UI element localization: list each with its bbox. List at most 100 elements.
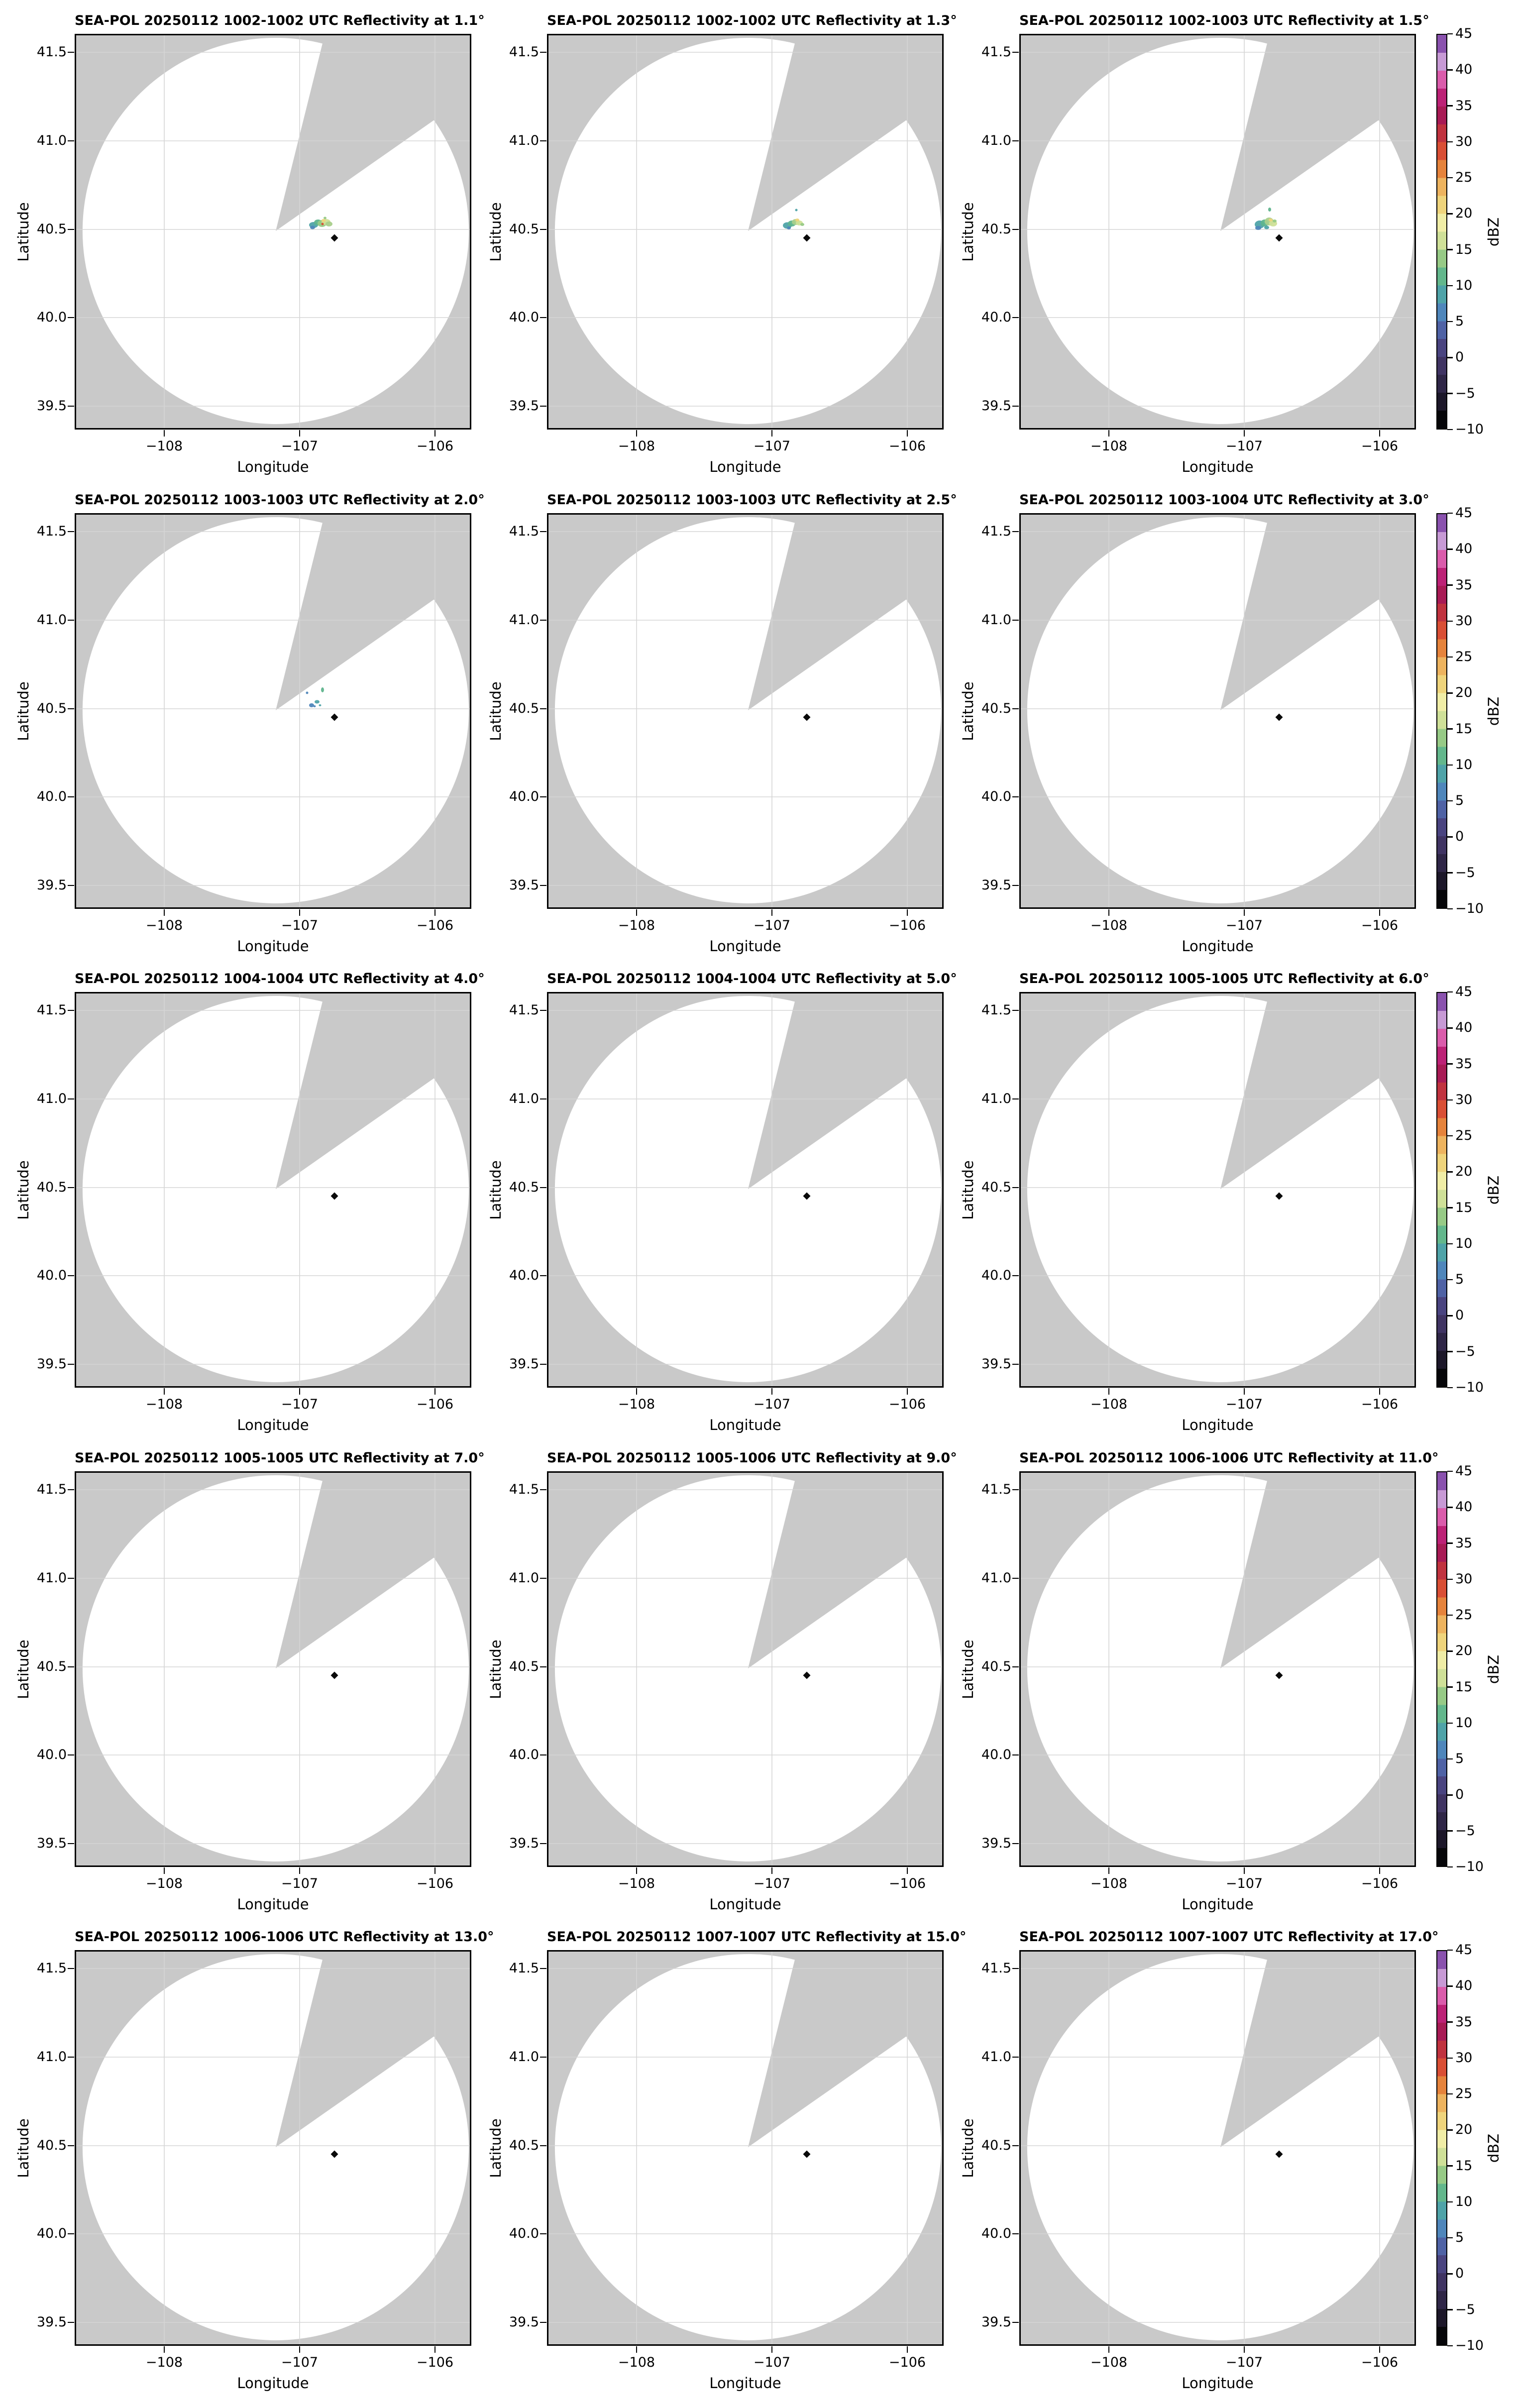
- reflectivity-echo: [321, 687, 324, 692]
- colorbar-tick: [1447, 2057, 1453, 2059]
- x-axis-tick: [1379, 909, 1381, 916]
- y-axis-tick: [540, 1666, 546, 1668]
- colorbar-tick-label: 20: [1455, 685, 1473, 701]
- y-axis-tick-label: 40.5: [981, 2138, 1011, 2153]
- site-marker-icon: [1275, 1192, 1283, 1200]
- y-axis-tick-label: 39.5: [509, 1356, 539, 1372]
- y-axis-tick-label: 39.5: [981, 2314, 1011, 2330]
- plot-border: [75, 992, 471, 1388]
- colorbar-tick: [1447, 1686, 1453, 1688]
- y-axis-tick-label: 40.0: [509, 310, 539, 325]
- x-axis-tick-label: −108: [1090, 918, 1128, 933]
- reflectivity-echo: [309, 703, 314, 707]
- colorbar-tick: [1447, 548, 1453, 550]
- x-axis-tick-label: −108: [618, 1876, 655, 1891]
- y-axis-tick: [1012, 1098, 1019, 1100]
- radar-ppi-plot: [75, 992, 471, 1388]
- x-axis-tick-label: −107: [1225, 918, 1263, 933]
- y-axis-tick: [68, 2321, 74, 2323]
- colorbar-tick: [1447, 1758, 1453, 1760]
- y-axis-tick: [1012, 2145, 1019, 2147]
- y-axis-tick-label: 41.5: [509, 1482, 539, 1497]
- colorbar-tick: [1447, 1243, 1453, 1245]
- panel-title: SEA-POL 20250112 1006-1006 UTC Reflectiv…: [75, 1929, 494, 1945]
- y-axis-tick: [540, 1968, 546, 1970]
- site-marker-icon: [803, 234, 811, 242]
- y-axis-tick: [68, 405, 74, 407]
- x-axis-tick-label: −108: [145, 1397, 183, 1412]
- colorbar-tick-label: 45: [1455, 1463, 1473, 1479]
- colorbar-tick-label: 15: [1455, 241, 1473, 257]
- colorbar-tick: [1447, 249, 1453, 250]
- colorbar-tick: [1447, 285, 1453, 287]
- radar-coverage-area: [554, 1475, 941, 1861]
- y-axis-tick: [68, 1489, 74, 1491]
- x-axis-label: Longitude: [1182, 1417, 1254, 1433]
- y-axis-label: Latitude: [487, 202, 504, 262]
- colorbar-tick: [1447, 2309, 1453, 2310]
- radar-coverage-area: [1027, 517, 1413, 903]
- reflectivity-echo: [325, 221, 332, 226]
- x-axis-tick-label: −107: [281, 918, 319, 933]
- y-axis-tick-label: 40.0: [36, 2226, 67, 2241]
- y-axis-tick-label: 39.5: [981, 1356, 1011, 1372]
- y-axis-tick: [68, 1666, 74, 1668]
- colorbar-label: dBZ: [1485, 696, 1502, 726]
- y-axis-tick: [68, 796, 74, 798]
- reflectivity-echo: [795, 219, 799, 221]
- x-axis-tick: [434, 430, 436, 437]
- colorbar-tick-label: 20: [1455, 2122, 1473, 2138]
- panel-title: SEA-POL 20250112 1006-1006 UTC Reflectiv…: [1019, 1450, 1439, 1466]
- y-axis-tick: [1012, 796, 1019, 798]
- y-axis-tick: [68, 2056, 74, 2058]
- colorbar-tick: [1447, 1830, 1453, 1832]
- colorbar-tick: [1447, 1949, 1453, 1951]
- x-axis-tick: [636, 909, 638, 916]
- colorbar-tick: [1447, 213, 1453, 215]
- y-axis-tick: [68, 619, 74, 621]
- radar-coverage-area: [554, 517, 941, 903]
- y-axis-tick-label: 41.0: [36, 133, 67, 148]
- y-axis-tick-label: 40.0: [509, 1268, 539, 1283]
- reflectivity-echo: [795, 209, 798, 212]
- x-axis-label: Longitude: [1182, 938, 1254, 955]
- colorbar: [1436, 1471, 1447, 1867]
- radar-ppi-plot: [547, 1950, 944, 2346]
- y-axis-tick: [1012, 1577, 1019, 1579]
- x-axis-label: Longitude: [709, 1417, 781, 1433]
- x-axis-tick-label: −107: [281, 438, 319, 454]
- x-axis-label: Longitude: [1182, 2375, 1254, 2392]
- x-axis-tick: [163, 1867, 165, 1874]
- x-axis-tick: [299, 2346, 301, 2353]
- y-axis-label: Latitude: [15, 2118, 32, 2178]
- y-axis-label: Latitude: [15, 202, 32, 262]
- colorbar-tick: [1447, 656, 1453, 658]
- colorbar-tick-label: 5: [1455, 314, 1464, 329]
- colorbar-tick-label: 40: [1455, 62, 1473, 78]
- y-axis-tick-label: 40.5: [36, 701, 67, 716]
- colorbar: [1436, 992, 1447, 1388]
- y-axis-tick: [540, 1363, 546, 1365]
- y-axis-label: Latitude: [487, 1639, 504, 1699]
- x-axis-tick: [771, 430, 773, 437]
- y-axis-tick-label: 41.0: [509, 1570, 539, 1586]
- colorbar-tick-label: 25: [1455, 2086, 1473, 2102]
- y-axis-tick: [1012, 1363, 1019, 1365]
- x-axis-tick-label: −108: [1090, 1876, 1128, 1891]
- colorbar-tick-label: 35: [1455, 2014, 1473, 2030]
- x-axis-tick: [636, 1867, 638, 1874]
- panel-title: SEA-POL 20250112 1005-1005 UTC Reflectiv…: [1019, 971, 1429, 986]
- x-axis-tick: [299, 909, 301, 916]
- radar-coverage-area: [1027, 995, 1413, 1382]
- radar-ppi-plot: [75, 34, 471, 430]
- x-axis-tick-label: −106: [888, 918, 926, 933]
- y-axis-tick: [68, 2145, 74, 2147]
- x-axis-tick-label: −108: [618, 1397, 655, 1412]
- colorbar-tick-label: 40: [1455, 541, 1473, 557]
- colorbar-tick-label: 0: [1455, 829, 1464, 845]
- colorbar-tick-label: 35: [1455, 577, 1473, 593]
- x-axis-label: Longitude: [1182, 458, 1254, 475]
- x-axis-label: Longitude: [237, 938, 309, 955]
- colorbar-tick: [1447, 872, 1453, 874]
- colorbar-tick-label: 5: [1455, 793, 1464, 809]
